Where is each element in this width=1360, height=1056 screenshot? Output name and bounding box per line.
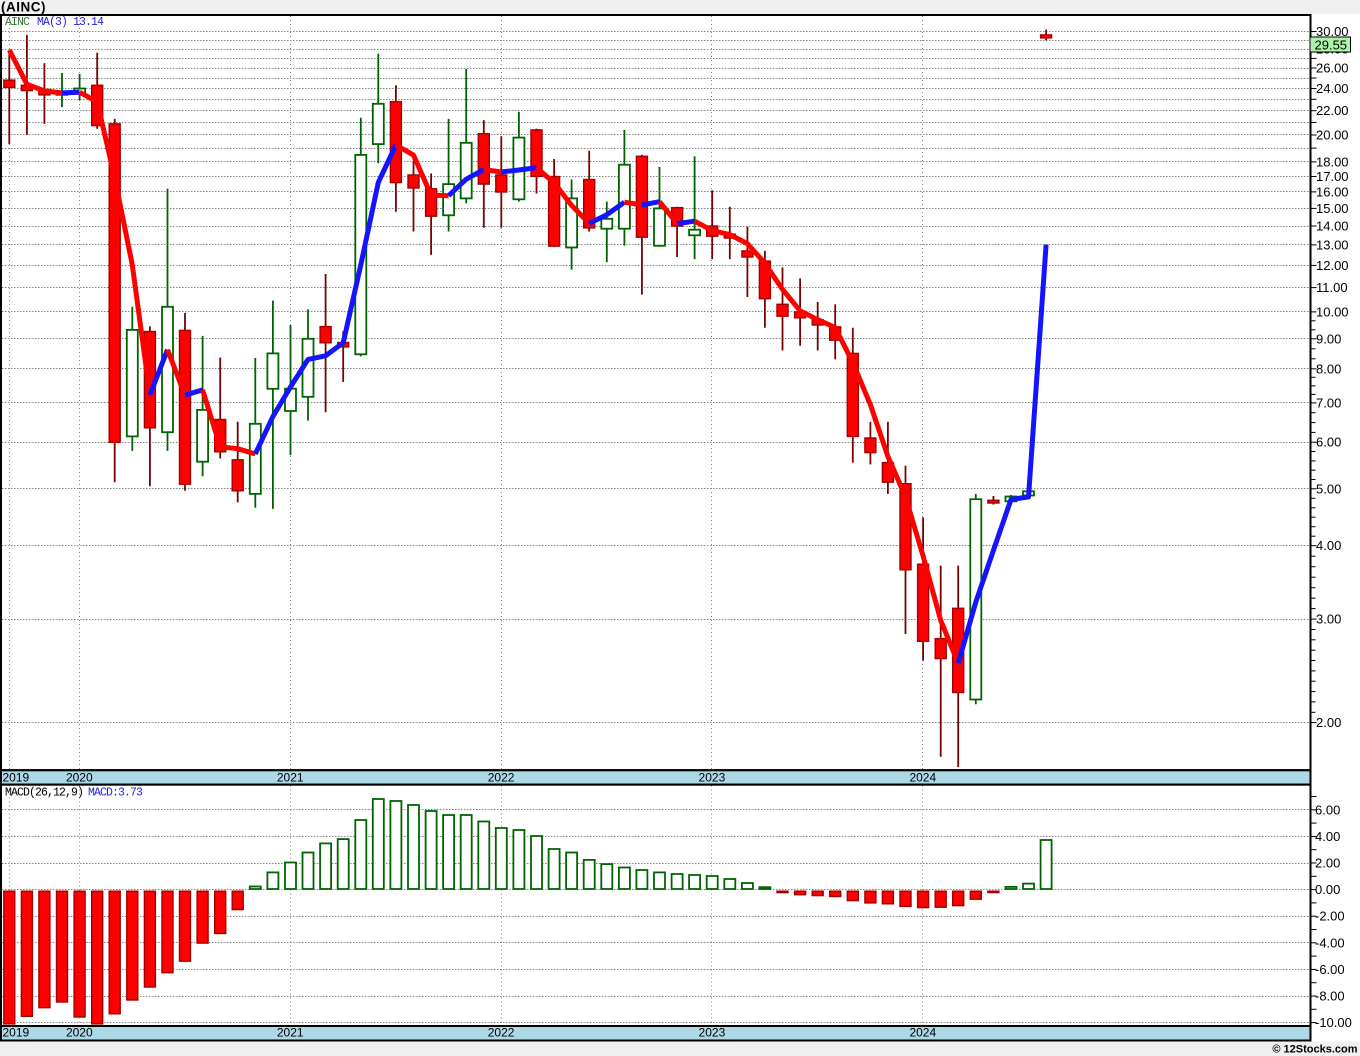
svg-text:2022: 2022 (488, 770, 515, 784)
svg-text:12.00: 12.00 (1316, 258, 1349, 273)
svg-text:MA(3): MA(3) (37, 16, 67, 29)
svg-text:30.00: 30.00 (1316, 24, 1349, 39)
svg-text:22.00: 22.00 (1316, 103, 1349, 118)
svg-text:6.00: 6.00 (1315, 802, 1340, 817)
svg-text:15.00: 15.00 (1316, 201, 1349, 216)
svg-text:14.00: 14.00 (1316, 219, 1349, 234)
svg-text:6.00: 6.00 (1316, 435, 1341, 450)
svg-text:18.00: 18.00 (1316, 154, 1349, 169)
svg-text:10.00: 10.00 (1316, 304, 1349, 319)
svg-text:4.00: 4.00 (1316, 538, 1341, 553)
svg-text:29.55: 29.55 (1315, 38, 1348, 53)
svg-text:7.00: 7.00 (1316, 395, 1341, 410)
svg-text:9.00: 9.00 (1316, 331, 1341, 346)
svg-text:2020: 2020 (66, 770, 93, 784)
svg-text:2019: 2019 (3, 770, 30, 784)
svg-text:24.00: 24.00 (1316, 81, 1349, 96)
svg-text:MACD:3.73: MACD:3.73 (88, 786, 143, 799)
svg-text:2023: 2023 (699, 770, 726, 784)
svg-text:13.14: 13.14 (73, 16, 104, 29)
svg-text:-6.00: -6.00 (1315, 962, 1345, 977)
svg-text:2.00: 2.00 (1316, 715, 1341, 730)
svg-text:© 12Stocks.com: © 12Stocks.com (1272, 1043, 1357, 1055)
svg-text:-8.00: -8.00 (1315, 989, 1345, 1004)
svg-text:11.00: 11.00 (1316, 280, 1348, 295)
svg-text:4.00: 4.00 (1315, 829, 1340, 844)
svg-text:-4.00: -4.00 (1315, 935, 1345, 950)
svg-text:2.00: 2.00 (1315, 856, 1340, 871)
svg-text:2021: 2021 (277, 770, 304, 784)
svg-text:13.00: 13.00 (1316, 237, 1349, 252)
svg-text:2020: 2020 (66, 1026, 93, 1040)
svg-text:20.00: 20.00 (1316, 128, 1349, 143)
svg-text:2024: 2024 (909, 1026, 936, 1040)
svg-text:MACD(26,12,9): MACD(26,12,9) (5, 786, 83, 799)
svg-text:AINC: AINC (5, 16, 30, 29)
svg-text:26.00: 26.00 (1316, 61, 1349, 76)
svg-text:16.00: 16.00 (1316, 184, 1349, 199)
svg-text:2019: 2019 (3, 1026, 30, 1040)
svg-text:-10.00: -10.00 (1315, 1015, 1352, 1030)
svg-text:2021: 2021 (277, 1026, 304, 1040)
svg-text:2024: 2024 (909, 770, 936, 784)
svg-text:17.00: 17.00 (1316, 169, 1349, 184)
svg-text:2022: 2022 (488, 1026, 515, 1040)
svg-text:3.00: 3.00 (1316, 612, 1341, 627)
svg-text:8.00: 8.00 (1316, 361, 1341, 376)
svg-text:(AINC): (AINC) (1, 0, 46, 15)
svg-text:0.00: 0.00 (1315, 882, 1340, 897)
svg-text:-2.00: -2.00 (1315, 909, 1345, 924)
svg-text:5.00: 5.00 (1316, 481, 1341, 496)
svg-text:2023: 2023 (699, 1026, 726, 1040)
